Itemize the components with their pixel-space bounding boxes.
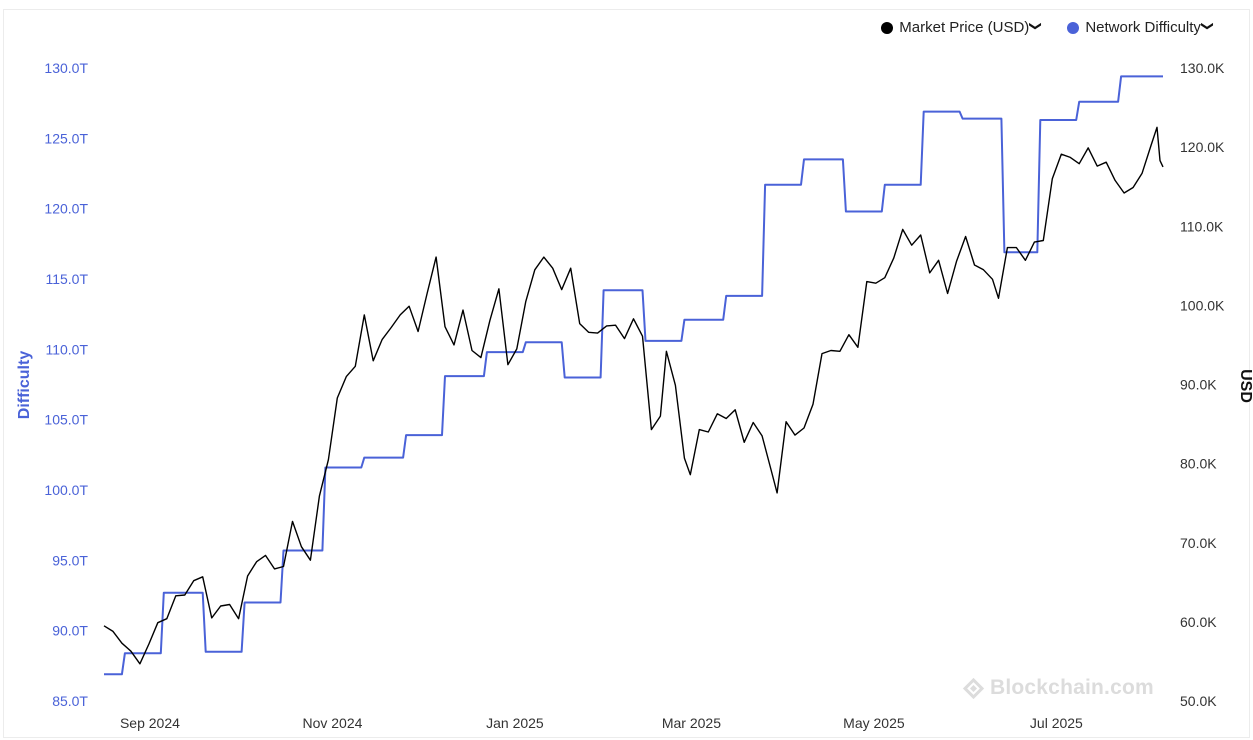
x-tick-label: Jul 2025 — [1030, 715, 1083, 731]
y-left-tick-label: 115.0T — [45, 271, 88, 287]
y-left-tick-label: 105.0T — [44, 412, 88, 428]
y-right-tick-label: 120.0K — [1180, 139, 1225, 155]
market-price-dot-icon — [881, 21, 894, 34]
y-left-tick-label: 100.0T — [44, 482, 88, 498]
y-right-tick-label: 100.0K — [1180, 297, 1225, 313]
legend-item-market-price[interactable]: Market Price (USD) ❯ — [881, 19, 1044, 36]
x-tick-label: Nov 2024 — [302, 715, 362, 731]
y-left-tick-label: 120.0T — [44, 201, 88, 217]
y-right-tick-label: 70.0K — [1180, 535, 1217, 551]
y-left-tick-label: 95.0T — [52, 552, 88, 568]
y-right-tick-label: 130.0K — [1180, 60, 1225, 76]
y-right-tick-label: 80.0K — [1180, 456, 1217, 472]
blockchain-logo-icon — [962, 677, 985, 699]
chevron-down-icon[interactable]: ❯ — [1200, 20, 1215, 31]
y-right-tick-label: 50.0K — [1180, 693, 1217, 709]
legend-label-network-difficulty: Network Difficulty — [1085, 19, 1201, 36]
y-right-axis-title: USD — [1237, 369, 1253, 403]
x-tick-label: May 2025 — [843, 715, 905, 731]
network-difficulty-dot-icon — [1067, 21, 1080, 34]
x-tick-label: Mar 2025 — [662, 715, 721, 731]
y-left-axis-title: Difficulty — [16, 351, 33, 420]
x-tick-label: Jan 2025 — [486, 715, 544, 731]
y-left-tick-label: 90.0T — [52, 623, 88, 639]
y-left-tick-label: 130.0T — [44, 60, 88, 76]
y-right-tick-label: 90.0K — [1180, 377, 1217, 393]
y-right-tick-label: 110.0K — [1180, 218, 1224, 234]
legend-label-market-price: Market Price (USD) — [899, 19, 1030, 36]
y-left-tick-label: 125.0T — [44, 130, 88, 146]
y-right-tick-label: 60.0K — [1180, 614, 1217, 630]
y-left-tick-label: 110.0T — [45, 341, 88, 357]
watermark: Blockchain.com — [962, 676, 1154, 700]
legend-item-network-difficulty[interactable]: Network Difficulty ❯ — [1067, 19, 1215, 36]
series-line-network-difficulty — [104, 75, 1163, 676]
series-line-market-price — [103, 126, 1164, 665]
watermark-text: Blockchain.com — [990, 676, 1154, 699]
y-left-tick-label: 85.0T — [52, 693, 88, 709]
chart-legend: Market Price (USD) ❯ Network Difficulty … — [881, 19, 1215, 36]
chevron-down-icon[interactable]: ❯ — [1029, 20, 1044, 31]
x-tick-label: Sep 2024 — [120, 715, 180, 731]
